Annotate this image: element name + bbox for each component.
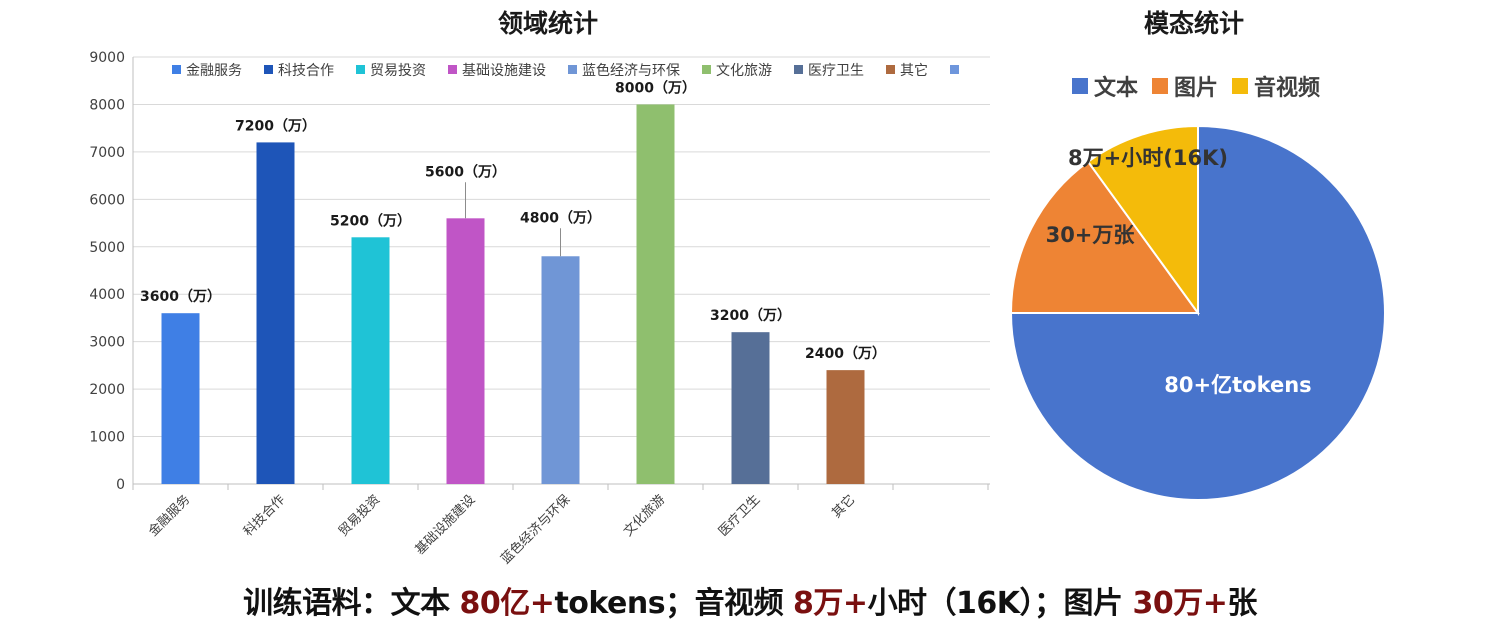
legend-label: 音视频 — [1254, 75, 1320, 101]
caption-prefix: 训练语料：文本 — [243, 586, 460, 621]
x-tick-label: 贸易投资 — [335, 492, 383, 540]
caption-img-unit: 张 — [1227, 586, 1257, 621]
x-tick-label: 医疗卫生 — [716, 492, 763, 539]
bar-chart-title: 领域统计 — [498, 9, 598, 38]
legend-swatch — [1072, 78, 1088, 94]
y-tick-label: 3000 — [89, 335, 125, 351]
legend-label: 其它 — [900, 62, 928, 79]
bar-3 — [351, 237, 390, 484]
bar-6 — [636, 104, 675, 484]
data-label: 2400（万） — [805, 346, 886, 362]
pie-slice-audio-video — [1086, 124, 1199, 317]
caption-text-value: 80亿+ — [459, 586, 555, 621]
y-tick-label: 4000 — [89, 287, 125, 303]
x-tick-label: 科技合作 — [241, 492, 288, 539]
legend-label: 基础设施建设 — [462, 62, 546, 79]
caption-img-value: 30万+ — [1132, 586, 1228, 621]
legend-swatch — [568, 65, 577, 74]
legend-swatch — [886, 65, 895, 74]
bar-7 — [731, 332, 770, 484]
y-tick-label: 6000 — [89, 192, 125, 208]
y-tick-label: 1000 — [89, 430, 125, 446]
legend-swatch — [1152, 78, 1168, 94]
legend-label: 金融服务 — [186, 63, 242, 79]
pie-slice-label: 30+万张 — [1046, 223, 1136, 247]
data-label: 7200（万） — [235, 118, 316, 134]
legend-label: 文化旅游 — [716, 63, 772, 79]
x-tick-label: 其它 — [829, 492, 859, 522]
legend-label: 蓝色经济与环保 — [582, 62, 680, 79]
y-tick-label: 0 — [116, 477, 125, 493]
data-label: 4800（万） — [520, 210, 601, 226]
y-tick-label: 9000 — [89, 50, 125, 66]
bar-5 — [541, 256, 580, 484]
legend-label: 文本 — [1094, 75, 1138, 101]
data-label: 5600（万） — [425, 164, 506, 180]
legend-label: 科技合作 — [278, 63, 334, 79]
x-tick-label: 蓝色经济与环保 — [498, 492, 574, 568]
legend-swatch — [794, 65, 803, 74]
data-label: 8000（万） — [615, 80, 696, 96]
y-tick-label: 5000 — [89, 240, 125, 256]
data-label: 3200（万） — [710, 308, 791, 324]
legend-label: 贸易投资 — [370, 63, 426, 79]
caption-av-value: 8万+ — [793, 586, 868, 621]
x-tick-label: 文化旅游 — [621, 492, 668, 539]
x-tick-label: 金融服务 — [145, 492, 193, 540]
corpus-summary-caption: 训练语料：文本 80亿+tokens；音视频 8万+小时（16K）；图片 30万… — [0, 578, 1500, 622]
pie-chart-title: 模态统计 — [1144, 9, 1244, 38]
caption-text-unit: tokens；音视频 — [554, 586, 794, 621]
bar-8 — [826, 370, 865, 484]
legend-swatch — [950, 65, 959, 74]
legend-swatch — [702, 65, 711, 74]
data-label: 3600（万） — [140, 289, 221, 305]
bar-chart: 领域统计 0 1000 2000 3000 4000 5000 6000 7000 8000 900… — [89, 9, 990, 567]
pie-slice-image — [1009, 160, 1200, 314]
y-tick-label: 7000 — [89, 145, 125, 161]
bar-1 — [161, 313, 200, 484]
caption-av-unit: 小时（16K）；图片 — [867, 586, 1133, 621]
legend-swatch — [264, 65, 273, 74]
pie-slice-label: 80+亿tokens — [1164, 373, 1311, 397]
legend-swatch — [356, 65, 365, 74]
legend-swatch — [172, 65, 181, 74]
y-tick-label: 2000 — [89, 382, 125, 398]
legend-label: 图片 — [1174, 76, 1218, 101]
bar-4 — [446, 218, 485, 485]
legend-swatch — [1232, 78, 1248, 94]
legend-swatch — [448, 65, 457, 74]
legend-label: 医疗卫生 — [808, 63, 864, 79]
data-label: 5200（万） — [330, 213, 411, 229]
x-tick-label: 基础设施建设 — [413, 492, 479, 558]
y-tick-label: 8000 — [89, 97, 125, 113]
bar-2 — [256, 142, 295, 484]
pie-slice-label: 8万+小时(16K) — [1068, 146, 1228, 170]
